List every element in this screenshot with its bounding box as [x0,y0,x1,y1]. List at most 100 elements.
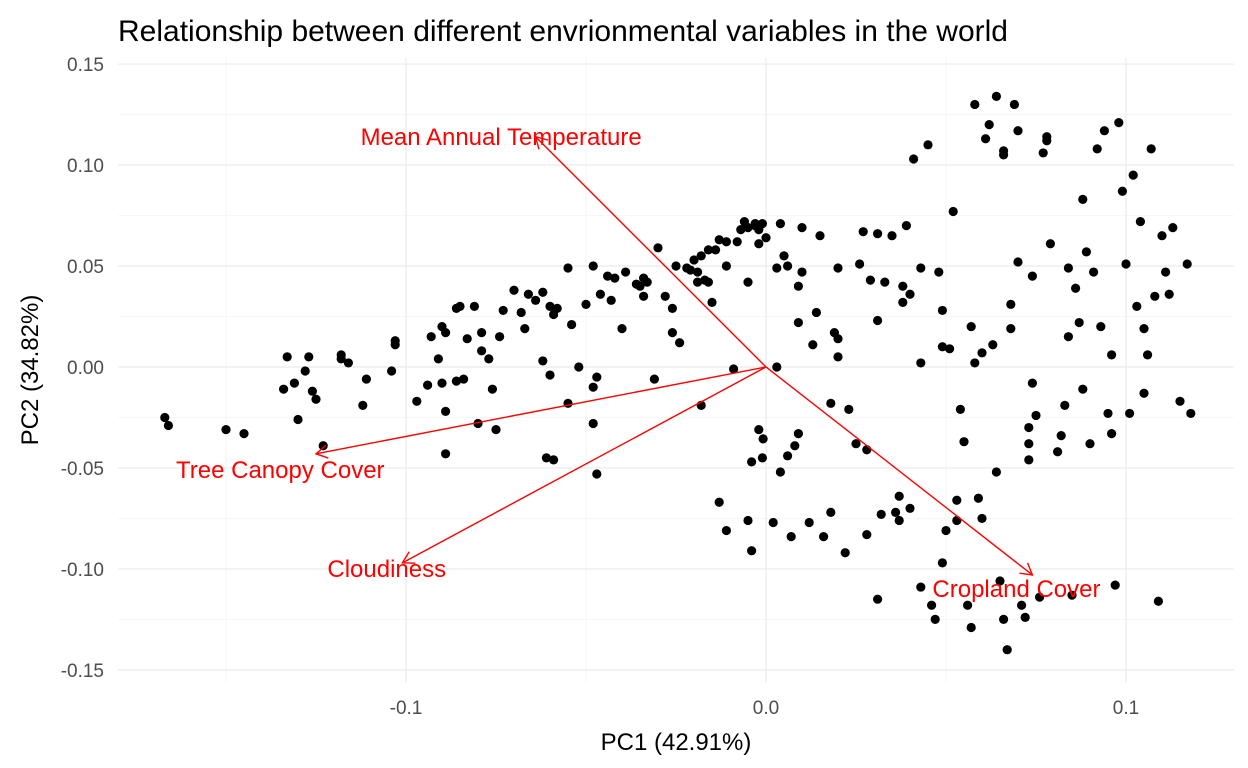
loading-arrow-line [765,366,1033,576]
data-point [732,237,742,247]
data-point [981,134,991,144]
data-point [545,301,555,311]
data-point [775,218,786,229]
data-point [1038,148,1048,158]
data-point [1078,384,1088,394]
data-point [1020,612,1030,622]
data-point [703,277,714,287]
data-point [1153,596,1163,606]
x-tick-label: 0.0 [753,698,779,719]
data-point [1006,324,1016,334]
data-point [937,342,948,352]
data-point [916,358,926,368]
data-point [973,493,984,503]
data-point [387,366,397,376]
data-point [934,267,944,277]
data-point [671,261,681,271]
data-point [966,321,976,332]
data-point [858,227,868,237]
data-point [592,469,602,479]
data-point [606,295,616,305]
x-axis-title: PC1 (42.91%) [601,729,752,756]
data-point [1135,216,1145,227]
data-point [441,328,451,338]
data-point [873,229,883,239]
data-point [1139,388,1149,398]
loading-arrows: Mean Annual Temperature Tree Canopy Cover… [176,124,1100,603]
data-point [563,263,573,273]
data-point [898,281,908,291]
data-point [1092,144,1102,154]
data-point [876,509,886,519]
data-point [1186,408,1196,419]
data-point [844,404,854,414]
data-point [743,277,753,287]
loading-arrow-label: Cropland Cover [932,576,1100,603]
data-point [1125,408,1135,419]
data-point [797,267,807,277]
y-axis-ticks: -0.15 -0.10 -0.05 0.00 0.05 0.10 0.15 [61,55,104,682]
data-point [1081,247,1091,257]
data-point [747,546,757,556]
data-point [520,324,530,334]
data-point [952,515,962,526]
data-point [538,356,548,366]
data-point [721,525,732,536]
data-point [477,328,487,338]
data-point [1132,301,1142,311]
data-point [772,362,782,372]
data-point [1143,350,1153,360]
data-point [894,515,904,526]
data-point [1063,332,1073,342]
data-point [1045,239,1055,249]
data-point [833,263,843,273]
data-point [1175,396,1185,406]
x-axis-ticks: -0.1 0.0 0.1 [390,698,1140,719]
chart-title: Relationship between different envrionme… [118,15,1008,48]
data-point [1164,289,1174,299]
data-point [459,374,469,384]
data-point [1060,400,1070,410]
data-point [963,600,973,610]
data-point [797,223,807,233]
data-point [1027,378,1037,388]
data-point [441,449,451,459]
data-point [736,225,746,235]
data-point [977,513,987,524]
data-point [282,352,292,362]
data-point [873,594,883,604]
data-point [1035,592,1045,602]
data-point [279,384,289,394]
data-point [1168,223,1178,233]
data-point [239,429,249,439]
data-point [451,376,461,386]
data-point [855,259,865,269]
data-point [707,297,717,307]
data-point [1002,645,1012,655]
loading-arrow-line [315,366,767,455]
data-point [361,374,371,384]
data-point [1107,429,1117,439]
data-point [498,305,508,316]
data-point [617,324,627,334]
loading-arrow-head [401,551,416,564]
data-point [988,340,998,350]
data-point [754,239,764,249]
data-point [995,576,1005,586]
data-point [531,295,541,305]
data-point [293,414,303,425]
data-point [1121,259,1131,269]
data-point [927,600,937,610]
data-point [894,491,904,501]
data-point [477,346,487,356]
data-point [775,467,786,477]
data-point [826,507,836,517]
data-point [433,354,443,364]
data-point [667,303,678,314]
data-point [495,332,505,342]
data-point [318,441,328,451]
data-point [484,354,494,364]
data-point [307,386,317,396]
data-point [667,328,678,338]
data-point [909,154,919,164]
